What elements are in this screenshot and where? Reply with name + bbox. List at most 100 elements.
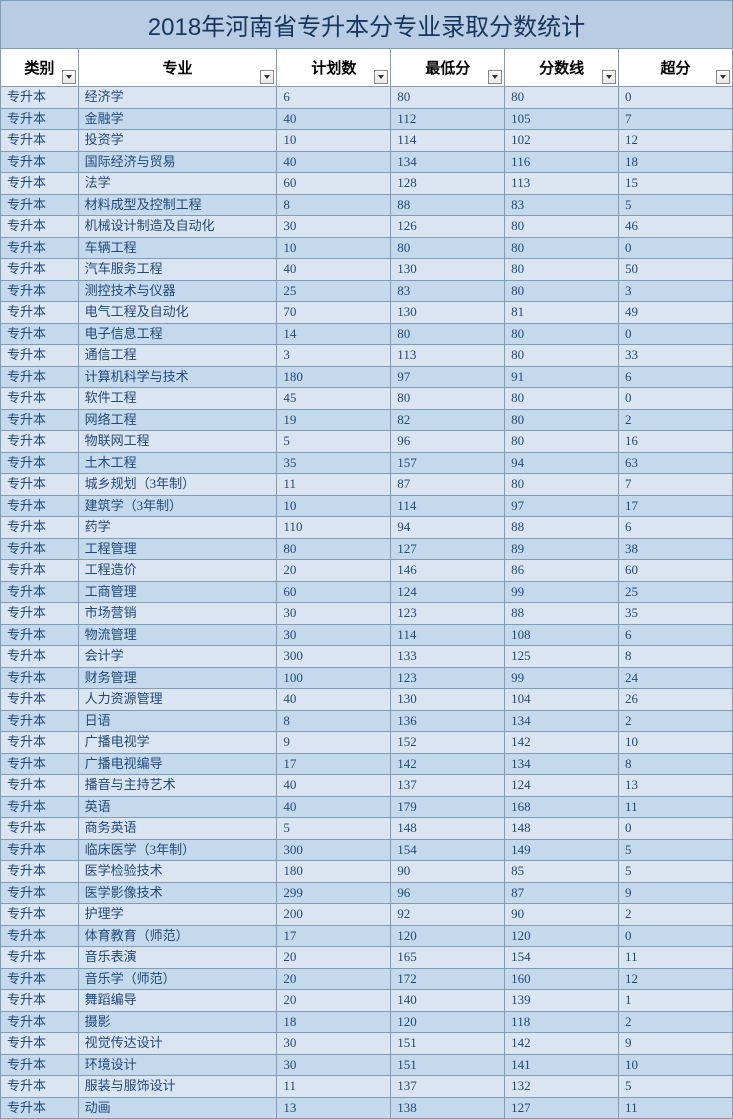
table-cell: 专升本 — [1, 151, 79, 173]
table-cell: 134 — [505, 753, 619, 775]
table-cell: 137 — [391, 775, 505, 797]
table-cell: 8 — [277, 710, 391, 732]
table-cell: 63 — [619, 452, 733, 474]
table-row: 专升本英语4017916811 — [1, 796, 733, 818]
table-cell: 97 — [505, 495, 619, 517]
table-cell: 96 — [391, 882, 505, 904]
table-cell: 14 — [277, 323, 391, 345]
table-cell: 35 — [277, 452, 391, 474]
table-cell: 40 — [277, 108, 391, 130]
table-cell: 0 — [619, 388, 733, 410]
table-cell: 17 — [277, 925, 391, 947]
table-cell: 国际经济与贸易 — [78, 151, 277, 173]
table-cell: 123 — [391, 667, 505, 689]
table-row: 专升本投资学1011410212 — [1, 130, 733, 152]
table-cell: 9 — [619, 1033, 733, 1055]
table-cell: 1 — [619, 990, 733, 1012]
table-cell: 137 — [391, 1076, 505, 1098]
table-cell: 88 — [505, 517, 619, 539]
table-cell: 149 — [505, 839, 619, 861]
table-cell: 药学 — [78, 517, 277, 539]
table-cell: 英语 — [78, 796, 277, 818]
table-row: 专升本城乡规划（3年制）1187807 — [1, 474, 733, 496]
table-cell: 0 — [619, 87, 733, 109]
table-cell: 94 — [391, 517, 505, 539]
table-cell: 50 — [619, 259, 733, 281]
table-cell: 46 — [619, 216, 733, 238]
col-header-min[interactable]: 最低分 — [391, 49, 505, 87]
table-cell: 300 — [277, 839, 391, 861]
table-cell: 88 — [391, 194, 505, 216]
col-header-category[interactable]: 类别 — [1, 49, 79, 87]
table-cell: 87 — [391, 474, 505, 496]
table-cell: 124 — [391, 581, 505, 603]
table-row: 专升本土木工程351579463 — [1, 452, 733, 474]
table-cell: 80 — [391, 87, 505, 109]
table-cell: 机械设计制造及自动化 — [78, 216, 277, 238]
table-cell: 80 — [505, 431, 619, 453]
col-header-line[interactable]: 分数线 — [505, 49, 619, 87]
table-cell: 人力资源管理 — [78, 689, 277, 711]
table-cell: 专升本 — [1, 581, 79, 603]
table-cell: 33 — [619, 345, 733, 367]
table-cell: 154 — [391, 839, 505, 861]
table-cell: 35 — [619, 603, 733, 625]
table-cell: 113 — [505, 173, 619, 195]
table-cell: 83 — [505, 194, 619, 216]
table-cell: 20 — [277, 990, 391, 1012]
table-cell: 127 — [391, 538, 505, 560]
table-cell: 8 — [619, 753, 733, 775]
table-cell: 专升本 — [1, 194, 79, 216]
table-cell: 105 — [505, 108, 619, 130]
filter-icon[interactable] — [62, 70, 76, 84]
filter-icon[interactable] — [260, 70, 274, 84]
table-cell: 25 — [277, 280, 391, 302]
filter-icon[interactable] — [716, 70, 730, 84]
table-cell: 116 — [505, 151, 619, 173]
table-cell: 17 — [619, 495, 733, 517]
table-cell: 专升本 — [1, 302, 79, 324]
table-cell: 99 — [505, 667, 619, 689]
table-cell: 会计学 — [78, 646, 277, 668]
table-row: 专升本电子信息工程1480800 — [1, 323, 733, 345]
table-cell: 专升本 — [1, 646, 79, 668]
table-cell: 126 — [391, 216, 505, 238]
table-row: 专升本车辆工程1080800 — [1, 237, 733, 259]
table-cell: 94 — [505, 452, 619, 474]
table-cell: 专升本 — [1, 1054, 79, 1076]
col-header-plan[interactable]: 计划数 — [277, 49, 391, 87]
table-cell: 网络工程 — [78, 409, 277, 431]
table-cell: 120 — [505, 925, 619, 947]
table-cell: 5 — [619, 861, 733, 883]
table-cell: 114 — [391, 495, 505, 517]
table-cell: 土木工程 — [78, 452, 277, 474]
table-cell: 142 — [505, 732, 619, 754]
table-cell: 9 — [619, 882, 733, 904]
table-cell: 音乐学（师范） — [78, 968, 277, 990]
table-cell: 专升本 — [1, 237, 79, 259]
table-cell: 180 — [277, 366, 391, 388]
table-cell: 168 — [505, 796, 619, 818]
col-header-over[interactable]: 超分 — [619, 49, 733, 87]
table-cell: 87 — [505, 882, 619, 904]
table-cell: 服装与服饰设计 — [78, 1076, 277, 1098]
table-row: 专升本视觉传达设计301511429 — [1, 1033, 733, 1055]
filter-icon[interactable] — [488, 70, 502, 84]
table-cell: 专升本 — [1, 710, 79, 732]
filter-icon[interactable] — [374, 70, 388, 84]
table-cell: 80 — [505, 388, 619, 410]
table-cell: 12 — [619, 130, 733, 152]
table-cell: 播音与主持艺术 — [78, 775, 277, 797]
table-cell: 130 — [391, 259, 505, 281]
filter-icon[interactable] — [602, 70, 616, 84]
table-cell: 99 — [505, 581, 619, 603]
table-cell: 108 — [505, 624, 619, 646]
table-row: 专升本工商管理601249925 — [1, 581, 733, 603]
col-header-major[interactable]: 专业 — [78, 49, 277, 87]
table-cell: 18 — [277, 1011, 391, 1033]
table-row: 专升本动画1313812711 — [1, 1097, 733, 1119]
table-cell: 0 — [619, 323, 733, 345]
table-row: 专升本摄影181201182 — [1, 1011, 733, 1033]
table-cell: 0 — [619, 237, 733, 259]
table-cell: 专升本 — [1, 904, 79, 926]
